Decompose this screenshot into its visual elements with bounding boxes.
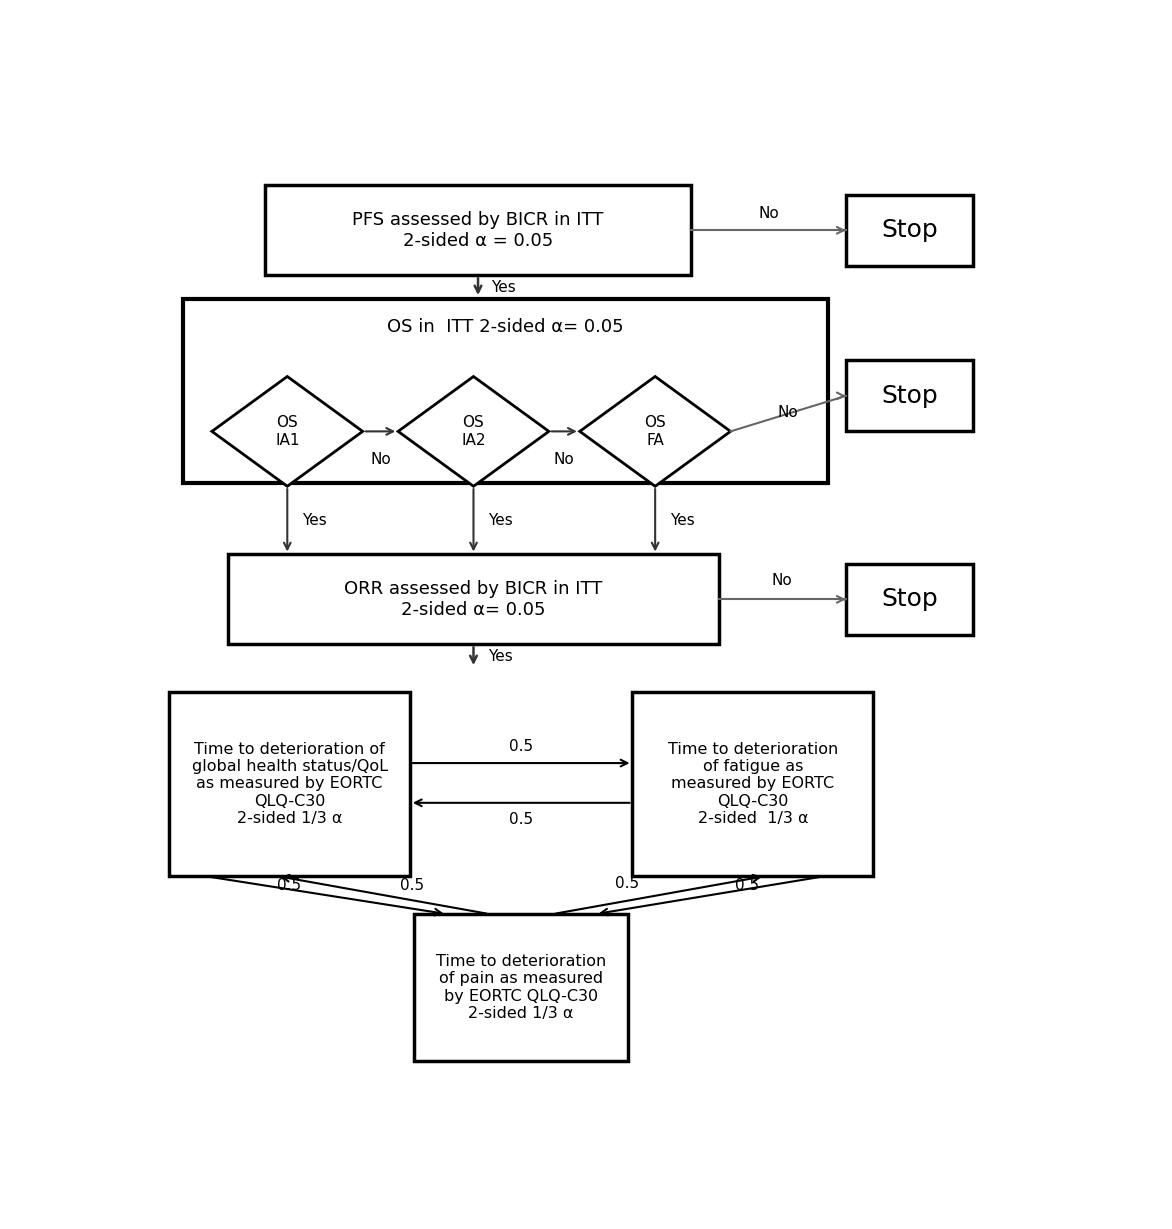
Text: Stop: Stop	[881, 383, 938, 408]
Text: 0.5: 0.5	[735, 878, 758, 893]
FancyBboxPatch shape	[415, 914, 628, 1061]
Text: Stop: Stop	[881, 587, 938, 611]
FancyBboxPatch shape	[633, 692, 873, 876]
Text: Yes: Yes	[489, 512, 513, 527]
Text: Yes: Yes	[302, 512, 327, 527]
Text: No: No	[554, 452, 574, 467]
Polygon shape	[580, 376, 730, 487]
Text: No: No	[370, 452, 390, 467]
Text: 0.5: 0.5	[401, 878, 424, 893]
Text: OS
FA: OS FA	[645, 415, 666, 447]
Text: OS in  ITT 2-sided α= 0.05: OS in ITT 2-sided α= 0.05	[387, 318, 624, 337]
Text: 0.5: 0.5	[509, 739, 533, 753]
Text: OS
IA2: OS IA2	[462, 415, 485, 447]
FancyBboxPatch shape	[169, 692, 410, 876]
Text: PFS assessed by BICR in ITT
2-sided α = 0.05: PFS assessed by BICR in ITT 2-sided α = …	[353, 211, 604, 249]
FancyBboxPatch shape	[183, 299, 827, 483]
Text: No: No	[778, 404, 798, 420]
Text: Yes: Yes	[670, 512, 695, 527]
Text: Stop: Stop	[881, 219, 938, 242]
Text: 0.5: 0.5	[509, 812, 533, 827]
Text: Yes: Yes	[489, 649, 513, 664]
Text: 0.5: 0.5	[278, 878, 301, 893]
Text: Time to deterioration
of pain as measured
by EORTC QLQ-C30
2-sided 1/3 α: Time to deterioration of pain as measure…	[436, 954, 606, 1021]
Text: Time to deterioration
of fatigue as
measured by EORTC
QLQ-C30
2-sided  1/3 α: Time to deterioration of fatigue as meas…	[668, 741, 838, 826]
Text: OS
IA1: OS IA1	[275, 415, 300, 447]
FancyBboxPatch shape	[265, 186, 691, 275]
FancyBboxPatch shape	[846, 564, 973, 635]
Polygon shape	[212, 376, 362, 487]
Text: No: No	[772, 573, 792, 587]
FancyBboxPatch shape	[846, 360, 973, 431]
Polygon shape	[398, 376, 548, 487]
Text: Time to deterioration of
global health status/QoL
as measured by EORTC
QLQ-C30
2: Time to deterioration of global health s…	[191, 741, 388, 826]
FancyBboxPatch shape	[229, 554, 718, 644]
FancyBboxPatch shape	[846, 195, 973, 265]
Text: Yes: Yes	[491, 279, 516, 295]
Text: 0.5: 0.5	[615, 876, 639, 891]
Text: ORR assessed by BICR in ITT
2-sided α= 0.05: ORR assessed by BICR in ITT 2-sided α= 0…	[345, 580, 602, 618]
Text: No: No	[758, 205, 779, 221]
